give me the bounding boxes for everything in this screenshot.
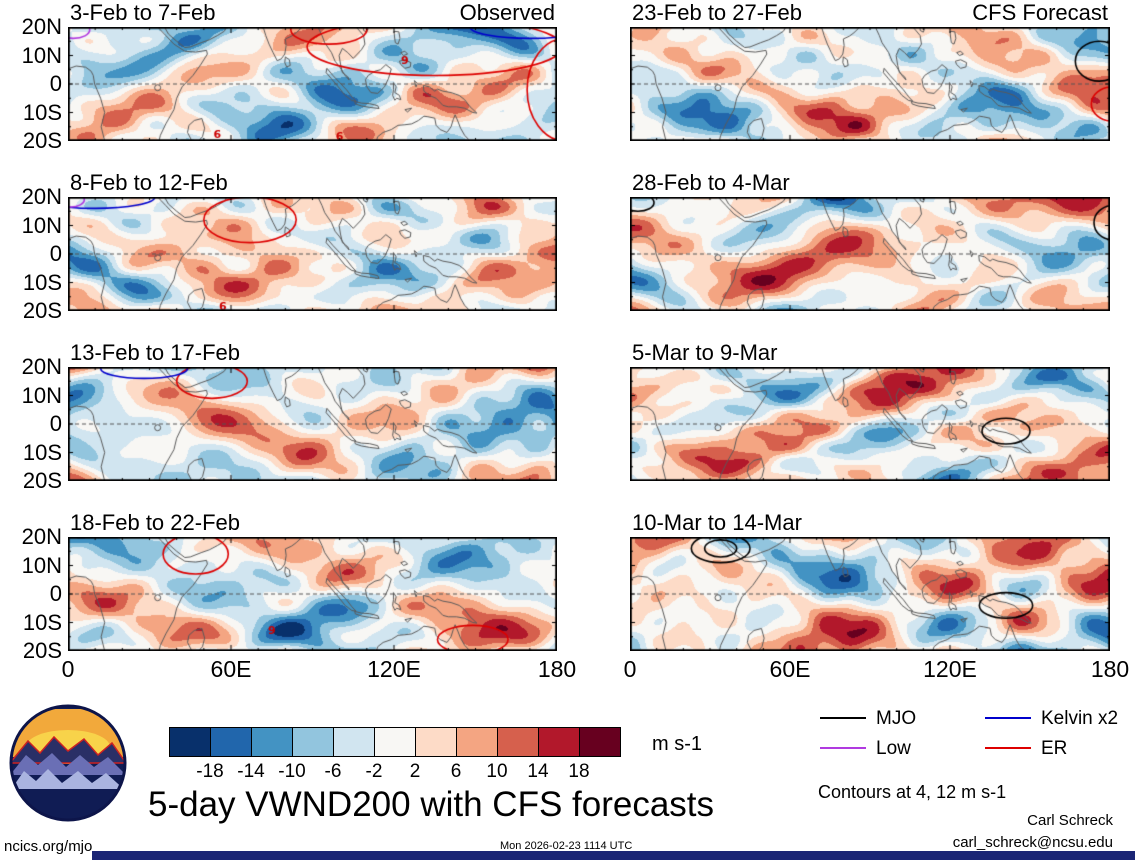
panel-title: 5-Mar to 9-Mar (632, 340, 778, 365)
y-axis-label: 20N (21, 524, 62, 549)
colorbar-segment (538, 727, 580, 757)
contour-note: Contours at 4, 12 m s-1 (818, 782, 1007, 802)
x-axis-label: 60E (210, 656, 252, 682)
panel-title: 18-Feb to 22-Feb (70, 510, 240, 535)
panel-map-canvas (68, 367, 557, 481)
panel-title: 3-Feb to 7-Feb (70, 0, 216, 25)
panel-title: 23-Feb to 27-Feb (632, 0, 802, 25)
y-axis-label: 0 (49, 411, 62, 436)
credit-email: carl_schreck@ncsu.edu (952, 834, 1113, 851)
y-axis-label: 20S (22, 468, 62, 493)
ncics-logo (9, 704, 127, 822)
logo-mountain-mid (12, 753, 124, 775)
colorbar-segment (579, 727, 621, 757)
legend-swatch (820, 747, 866, 749)
y-axis-label: 10N (21, 42, 62, 68)
y-axis-label: 20S (22, 638, 62, 663)
x-axis-label: 180 (537, 656, 577, 682)
panel-header: 23-Feb to 27-Feb CFS Forecast (632, 1, 1108, 25)
colorbar-label: 18 (568, 761, 590, 782)
panel-corner-label: CFS Forecast (972, 0, 1108, 25)
legend-swatch (985, 747, 1031, 749)
x-axis-label: 0 (623, 656, 637, 682)
colorbar-segment (251, 727, 293, 757)
colorbar-segment (415, 727, 457, 757)
timestamp: Mon 2026-02-23 1114 UTC (500, 840, 633, 852)
x-axis-label: 120E (367, 656, 421, 682)
y-axis-label: 20N (21, 14, 62, 39)
y-axis-label: 20N (21, 184, 62, 209)
panel-header: 10-Mar to 14-Mar (632, 511, 1108, 535)
footer-bar (92, 851, 1135, 860)
logo-mountain-back (12, 735, 124, 764)
panel-header: 13-Feb to 17-Feb (70, 341, 555, 365)
colorbar-segment (292, 727, 334, 757)
colorbar-unit-label: m s-1 (652, 733, 702, 755)
panel-header: 8-Feb to 12-Feb (70, 171, 555, 195)
legend-swatch (820, 717, 866, 719)
panel-map-canvas (630, 367, 1110, 481)
legend-label: ER (1041, 738, 1068, 759)
y-axis-label: 10S (22, 439, 62, 465)
legend-swatch (985, 717, 1031, 719)
colorbar-label: -2 (365, 761, 383, 782)
legend-label: MJO (876, 708, 917, 729)
y-axis-label: 10S (22, 269, 62, 295)
colorbar-label: 10 (486, 761, 508, 782)
credit-author: Carl Schreck (1027, 812, 1113, 829)
colorbar-label: -6 (324, 761, 342, 782)
y-axis-label: 10S (22, 99, 62, 125)
panel-map-canvas (630, 197, 1110, 311)
y-axis-label: 0 (49, 581, 62, 606)
logo-mountain-front (12, 769, 124, 791)
colorbar-label: -14 (237, 761, 265, 782)
x-axis-label: 120E (923, 656, 977, 682)
colorbar-label: 6 (450, 761, 462, 782)
panel-header: 5-Mar to 9-Mar (632, 341, 1108, 365)
y-axis-label: 10N (21, 552, 62, 578)
legend-label: Kelvin x2 (1041, 708, 1119, 729)
panel-title: 10-Mar to 14-Mar (632, 510, 802, 535)
credit-site: ncics.org/mjo (4, 838, 93, 855)
colorbar-label: 2 (409, 761, 421, 782)
panel-header: 18-Feb to 22-Feb (70, 511, 555, 535)
x-axis-label: 60E (769, 656, 811, 682)
x-axis-label: 0 (61, 656, 75, 682)
y-axis-label: 10S (22, 609, 62, 635)
legend-label: Low (876, 738, 911, 759)
figure-title: 5-day VWND200 with CFS forecasts (148, 785, 715, 824)
panel-header: 3-Feb to 7-Feb Observed (70, 1, 555, 25)
colorbar-label: -10 (278, 761, 306, 782)
panel-header: 28-Feb to 4-Mar (632, 171, 1108, 195)
colorbar-segment (169, 727, 211, 757)
colorbar-label: -18 (196, 761, 224, 782)
panel-title: 28-Feb to 4-Mar (632, 170, 790, 195)
y-axis-label: 0 (49, 71, 62, 96)
panel-corner-label: Observed (459, 0, 555, 25)
panel-title: 8-Feb to 12-Feb (70, 170, 228, 195)
y-axis-label: 20N (21, 354, 62, 379)
panel-map-canvas (630, 27, 1110, 141)
panel-map-canvas (68, 197, 557, 311)
y-axis-label: 20S (22, 298, 62, 323)
panel-map-canvas (630, 537, 1110, 651)
y-axis-label: 10N (21, 212, 62, 238)
panel-map-canvas (68, 27, 557, 141)
y-axis-label: 0 (49, 241, 62, 266)
colorbar-segment (374, 727, 416, 757)
panel-title: 13-Feb to 17-Feb (70, 340, 240, 365)
colorbar-label: 14 (527, 761, 549, 782)
panel-map-canvas (68, 537, 557, 651)
y-axis-label: 20S (22, 128, 62, 153)
colorbar-segment (497, 727, 539, 757)
colorbar-segment (456, 727, 498, 757)
y-axis-label: 10N (21, 382, 62, 408)
x-axis-label: 180 (1090, 656, 1130, 682)
colorbar-segment (333, 727, 375, 757)
colorbar-segment (210, 727, 252, 757)
